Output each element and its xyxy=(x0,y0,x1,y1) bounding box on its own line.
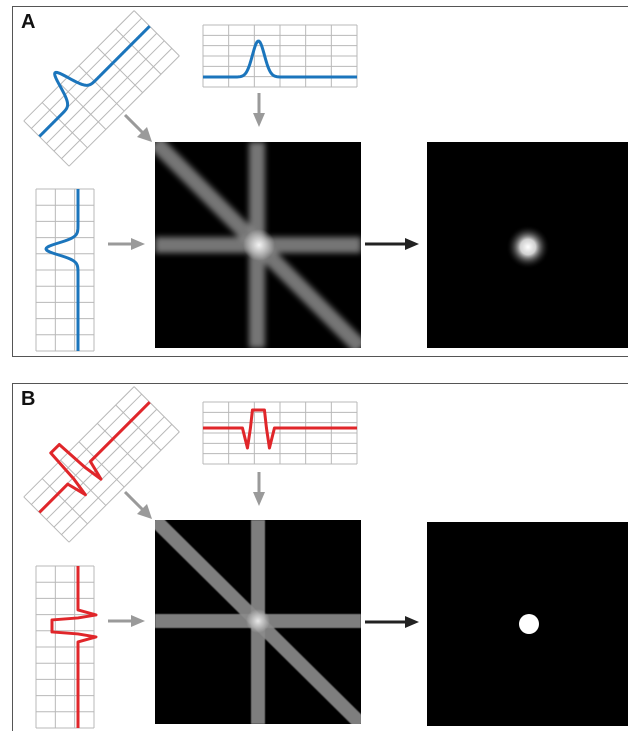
grid-line xyxy=(30,393,143,505)
grid-line xyxy=(46,408,158,520)
left-profile-b xyxy=(35,565,98,729)
profile-grid-lines xyxy=(23,386,180,543)
panel-b-diagram xyxy=(23,386,628,729)
panel-a-diagram xyxy=(23,10,628,352)
arrow-diagonal-to-sinogram xyxy=(123,490,152,519)
profile-grid xyxy=(23,386,180,543)
profile-curve xyxy=(38,401,151,514)
profile-curve xyxy=(202,39,358,79)
backprojection-image-b xyxy=(155,520,361,724)
panel-b: B xyxy=(12,383,628,731)
profile-grid xyxy=(202,401,358,465)
grid-line xyxy=(53,416,165,528)
arrow-diagonal-to-sinogram xyxy=(123,113,152,142)
arrow-top-to-sinogram xyxy=(253,93,265,127)
panel-label-a: A xyxy=(21,11,36,33)
reconstruction-image-b xyxy=(427,522,628,726)
blurred-spot xyxy=(506,225,550,269)
backprojection-image-a xyxy=(155,142,361,348)
arrow-left-to-sinogram xyxy=(108,615,145,627)
grid-line xyxy=(68,55,180,167)
grid-line xyxy=(61,423,173,536)
top-profile-a xyxy=(202,24,358,88)
profile-grid xyxy=(35,188,95,352)
grid-line xyxy=(23,10,135,122)
profile-grid xyxy=(35,565,95,729)
sharp-disc xyxy=(519,614,539,634)
arrow-to-reconstruction xyxy=(365,616,419,628)
grid-line xyxy=(30,17,143,129)
reconstruction-image-a xyxy=(427,142,628,348)
top-profile-b xyxy=(202,401,358,465)
profile-curve xyxy=(50,566,98,728)
grid-line xyxy=(53,40,165,152)
profile-curve xyxy=(44,188,80,352)
panel-label-b: B xyxy=(21,388,36,410)
arrow-left-to-sinogram xyxy=(108,238,145,250)
panel-a: A xyxy=(12,6,628,357)
grid-line xyxy=(46,32,158,144)
grid-line xyxy=(68,431,180,543)
diagonal-profile-a xyxy=(23,10,180,167)
arrow-to-reconstruction xyxy=(365,238,419,250)
grid-line xyxy=(61,47,173,160)
left-profile-a xyxy=(35,188,95,352)
arrow-top-to-sinogram xyxy=(253,472,265,506)
profile-curve xyxy=(38,25,151,138)
grid-line xyxy=(23,386,135,498)
profile-curve xyxy=(203,408,357,450)
diagonal-profile-b xyxy=(23,386,180,543)
